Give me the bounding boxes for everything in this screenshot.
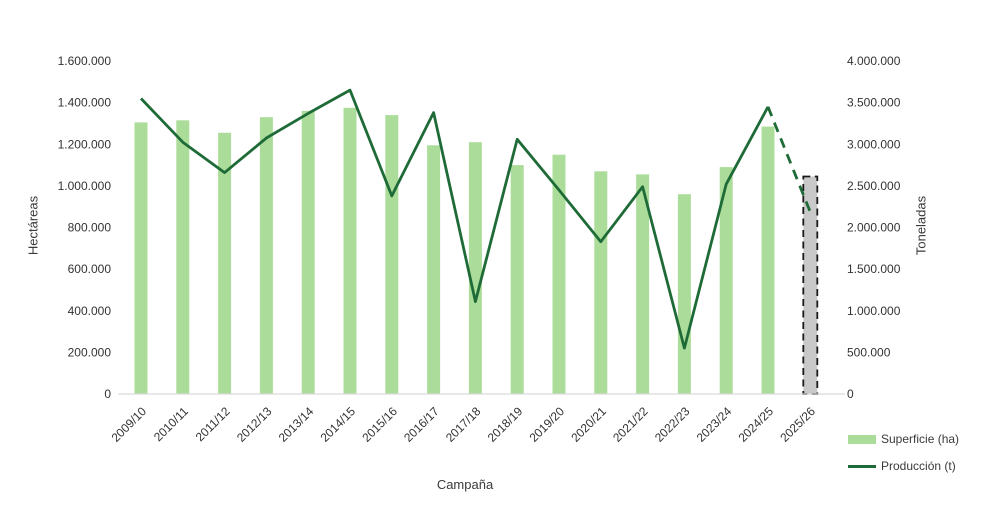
superficie-swatch-icon	[848, 434, 876, 444]
produccion-line	[139, 88, 770, 350]
x-tick-label-2016-17: 2016/17	[401, 404, 442, 445]
bar-superficie-2010-11	[176, 120, 190, 395]
x-tick-label-2011-12: 2011/12	[193, 404, 233, 444]
bar-superficie-2024-25	[761, 126, 775, 394]
bar-superficie-2017-18	[468, 142, 482, 394]
y-left-tick-label: 1.000.000	[58, 179, 112, 193]
y-left-tick-label: 0	[104, 387, 111, 401]
bar-superficie-2019-20	[552, 154, 566, 394]
y-right-tick-label: 2.000.000	[847, 221, 901, 235]
bar-superficie-2022-23	[677, 194, 691, 394]
y-right-tick-label: 3.500.000	[847, 96, 901, 110]
y-right-tick-label: 500.000	[847, 345, 891, 359]
produccion-swatch-icon	[848, 464, 876, 468]
legend-item-superficie: Superficie (ha)	[848, 432, 959, 446]
y-left-tick-label: 200.000	[68, 345, 112, 359]
bar-superficie-2016-17	[427, 145, 441, 394]
y-left-tick-label: 1.600.000	[58, 54, 112, 68]
y-right-tick-label: 1.000.000	[847, 304, 901, 318]
bar-superficie-2009-10	[134, 122, 148, 395]
y-axis-title-left: Hectáreas	[25, 195, 41, 256]
bar-superficie-2013-14	[301, 110, 315, 395]
x-tick-label-2023-24: 2023/24	[694, 404, 735, 445]
bar-superficie-2012-13	[259, 117, 273, 394]
y-left-tick-label: 800.000	[68, 221, 112, 235]
y-right-tick-label: 3.000.000	[847, 137, 901, 151]
x-tick-label-2009-10: 2009/10	[109, 404, 150, 445]
legend-label-produccion: Producción (t)	[881, 459, 956, 473]
y-right-tick-label: 4.000.000	[847, 54, 901, 68]
x-tick-label-2015-16: 2015/16	[359, 404, 400, 445]
y-right-tick-label: 1.500.000	[847, 262, 901, 276]
y-left-tick-label: 1.200.000	[58, 137, 112, 151]
bar-superficie-2020-21	[594, 171, 608, 394]
y-left-tick-label: 600.000	[68, 262, 112, 276]
x-tick-label-2012-13: 2012/13	[234, 404, 275, 445]
x-tick-label-2024-25: 2024/25	[736, 404, 777, 445]
bar-superficie-2015-16	[385, 115, 399, 394]
bar-superficie-2018-19	[510, 165, 524, 394]
y-left-tick-label: 400.000	[68, 304, 112, 318]
x-tick-label-2022-23: 2022/23	[652, 404, 693, 445]
x-tick-label-2014-15: 2014/15	[318, 404, 359, 445]
legend-label-superficie: Superficie (ha)	[881, 432, 960, 446]
x-tick-label-2020-21: 2020/21	[568, 404, 609, 445]
x-tick-label-2025-26: 2025/26	[777, 404, 818, 445]
legend-item-produccion: Producción (t)	[848, 459, 959, 473]
x-tick-label-2017-18: 2017/18	[443, 404, 484, 445]
x-axis-title: Campaña	[436, 477, 494, 492]
bar-superficie-2023-24	[719, 167, 733, 394]
x-tick-label-2010-11: 2010/11	[151, 404, 191, 444]
x-tick-label-2019-20: 2019/20	[527, 404, 568, 445]
x-tick-label-2013-14: 2013/14	[276, 404, 317, 445]
legend: Superficie (ha) Producción (t)	[848, 432, 959, 486]
bar-superficie-2021-22	[636, 174, 650, 394]
x-tick-label-2021-22: 2021/22	[610, 404, 651, 445]
x-tick-label-2018-19: 2018/19	[485, 404, 526, 445]
produccion-line-estimada	[766, 106, 812, 212]
y-left-tick-label: 1.400.000	[58, 96, 112, 110]
bar-superficie-2011-12	[218, 132, 232, 395]
y-right-tick-label: 2.500.000	[847, 179, 901, 193]
bar-superficie-2025-26-estimada	[802, 175, 819, 395]
y-axis-title-right: Toneladas	[913, 195, 929, 256]
bar-superficie-2014-15	[343, 107, 357, 395]
y-right-tick-label: 0	[847, 387, 854, 401]
